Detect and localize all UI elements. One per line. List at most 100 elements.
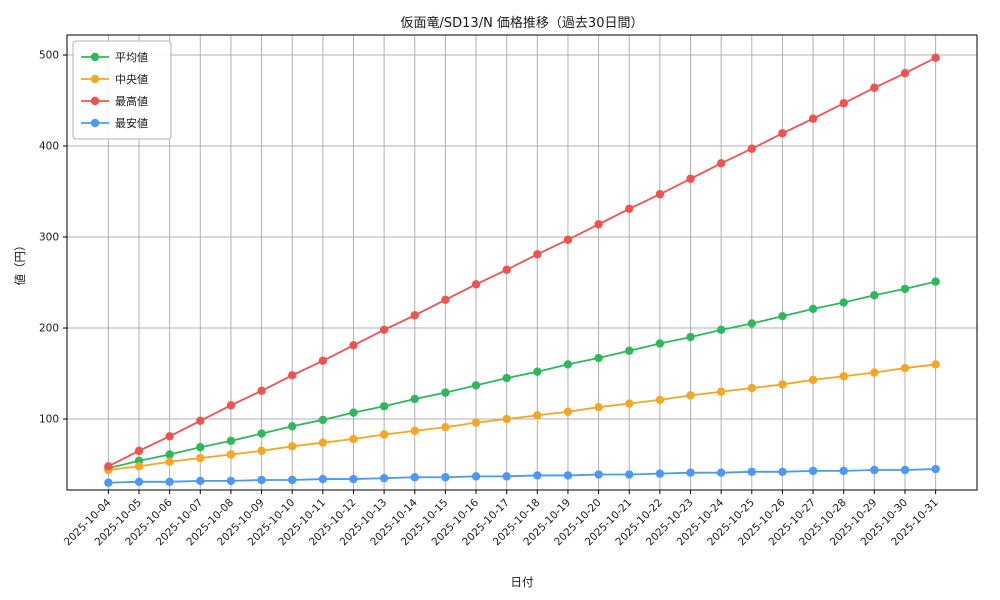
data-point [778, 380, 787, 389]
data-point [502, 373, 511, 383]
data-point [104, 478, 113, 487]
data-point [288, 475, 297, 485]
data-point [379, 473, 389, 483]
data-point [410, 394, 419, 404]
series-line [108, 363, 936, 471]
data-point [441, 473, 450, 482]
data-point [716, 325, 726, 335]
data-point [839, 99, 848, 108]
data-point [931, 53, 940, 62]
data-point [257, 446, 266, 456]
data-point [716, 387, 726, 396]
y-tick-label: 200 [39, 323, 59, 335]
data-point [686, 174, 695, 183]
data-point [778, 129, 787, 138]
data-point [625, 346, 634, 355]
data-point [839, 298, 848, 307]
data-point [686, 332, 695, 342]
data-point [349, 408, 358, 417]
y-tick-label: 100 [39, 414, 59, 426]
data-point [839, 372, 848, 381]
data-point [104, 462, 113, 471]
data-point [563, 235, 573, 244]
legend-marker [90, 118, 100, 128]
data-point [471, 472, 481, 481]
data-point [410, 473, 419, 482]
plot-border [66, 34, 978, 491]
data-point [441, 295, 450, 305]
data-point [808, 375, 818, 385]
data-point [594, 470, 603, 479]
data-point [655, 190, 665, 199]
data-point [196, 476, 205, 486]
series-line [107, 56, 937, 468]
data-point [655, 469, 665, 478]
data-point [747, 467, 756, 476]
data-point [931, 277, 940, 286]
legend-label: 最安値 [115, 116, 148, 130]
y-tick-label: 500 [39, 50, 59, 62]
data-point [134, 446, 144, 456]
data-point [686, 468, 695, 477]
data-point [134, 477, 144, 487]
legend-label: 平均値 [115, 51, 148, 64]
data-point [808, 304, 818, 314]
data-point [900, 284, 910, 294]
data-point [870, 291, 879, 300]
data-point [288, 422, 297, 431]
legend-marker [90, 52, 100, 62]
data-point [563, 360, 573, 369]
data-point [563, 471, 573, 480]
data-point [563, 407, 573, 416]
data-point [165, 432, 174, 441]
data-point [808, 114, 818, 123]
data-point [226, 401, 236, 410]
data-point [257, 475, 266, 485]
data-point [196, 453, 205, 463]
series-line [108, 280, 936, 470]
y-axis-label: 値（円） [13, 239, 27, 286]
data-point [625, 399, 634, 408]
data-point [686, 391, 695, 400]
data-point [747, 383, 756, 393]
data-point [318, 415, 328, 425]
data-point [257, 429, 266, 438]
legend-marker [90, 74, 100, 84]
data-point [931, 464, 940, 474]
data-point [318, 474, 328, 484]
data-point [318, 438, 328, 447]
data-point [349, 474, 358, 484]
data-point [441, 388, 450, 397]
data-point [747, 144, 756, 153]
data-point [288, 442, 297, 451]
data-point [288, 371, 297, 380]
data-point [257, 386, 266, 396]
data-point [778, 311, 787, 321]
data-point [655, 339, 665, 348]
data-point [226, 450, 236, 459]
data-point [196, 443, 205, 452]
x-axis-ticks: 2025-10-042025-10-052025-10-062025-10-07… [62, 490, 941, 548]
data-point [747, 319, 756, 328]
data-point [349, 341, 358, 350]
data-point [318, 356, 328, 365]
data-point [870, 465, 879, 475]
data-point [533, 411, 542, 420]
data-point [165, 477, 174, 487]
data-point [441, 423, 450, 432]
data-point [931, 360, 940, 369]
series-line [108, 468, 936, 484]
data-point [502, 265, 511, 274]
data-point [778, 467, 787, 476]
data-point [839, 466, 848, 476]
series-最高値 [104, 53, 940, 471]
data-point [165, 457, 174, 466]
data-point [196, 416, 205, 426]
data-point [165, 450, 174, 459]
data-point [410, 426, 419, 436]
data-point [716, 159, 726, 168]
chart-title: 仮面竜/SD13/N 価格推移（過去30日間） [400, 16, 644, 31]
